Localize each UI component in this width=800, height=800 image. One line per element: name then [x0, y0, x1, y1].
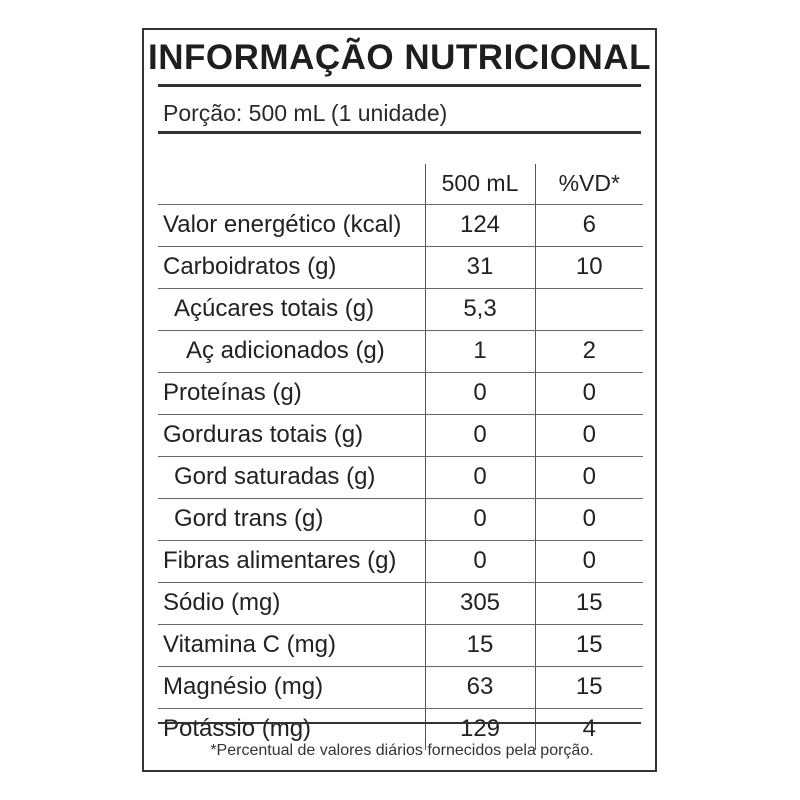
footnote: *Percentual de valores diários fornecido… [210, 742, 594, 759]
nutrient-name: Gorduras totais (g) [158, 414, 426, 457]
title-divider [158, 84, 641, 87]
nutrient-name: Gord saturadas (g) [158, 456, 426, 499]
table-row: Sódio (mg) 305 15 [158, 582, 643, 625]
table-row: Fibras alimentares (g) 0 0 [158, 540, 643, 583]
table-row: Valor energético (kcal) 124 6 [158, 204, 643, 247]
nutrient-amount: 5,3 [425, 288, 536, 331]
nutrition-table: 500 mL %VD* Valor energético (kcal) 124 … [158, 164, 643, 750]
nutrient-amount: 0 [425, 372, 536, 415]
table-row: Gorduras totais (g) 0 0 [158, 414, 643, 457]
nutrient-daily-value: 0 [535, 372, 643, 415]
nutrient-daily-value: 15 [535, 666, 643, 709]
nutrient-name: Carboidratos (g) [158, 246, 426, 289]
table-row: Açúcares totais (g) 5,3 [158, 288, 643, 331]
nutrient-daily-value: 2 [535, 330, 643, 373]
nutrient-amount: 63 [425, 666, 536, 709]
nutrient-name: Aç adicionados (g) [158, 330, 426, 373]
table-row: Potássio (mg) 129 4 [158, 708, 643, 750]
nutrient-daily-value: 10 [535, 246, 643, 289]
table-row: Magnésio (mg) 63 15 [158, 666, 643, 709]
table-row: Carboidratos (g) 31 10 [158, 246, 643, 289]
nutrient-daily-value: 0 [535, 456, 643, 499]
nutrient-daily-value: 15 [535, 624, 643, 667]
nutrient-name: Potássio (mg) [158, 708, 426, 750]
nutrient-name: Valor energético (kcal) [158, 204, 426, 247]
nutrient-daily-value: 15 [535, 582, 643, 625]
footnote-divider [158, 722, 641, 724]
nutrient-amount: 0 [425, 414, 536, 457]
nutrient-amount: 1 [425, 330, 536, 373]
table-row: Gord saturadas (g) 0 0 [158, 456, 643, 499]
nutrient-daily-value: 6 [535, 204, 643, 247]
header-daily-value: %VD* [535, 164, 643, 205]
nutrient-daily-value: 0 [535, 540, 643, 583]
portion-divider [158, 131, 641, 134]
header-nutrient-cell [158, 164, 426, 205]
table-row: Gord trans (g) 0 0 [158, 498, 643, 541]
nutrient-amount: 0 [425, 456, 536, 499]
table-row: Proteínas (g) 0 0 [158, 372, 643, 415]
nutrient-amount: 15 [425, 624, 536, 667]
nutrient-name: Sódio (mg) [158, 582, 426, 625]
nutrient-daily-value: 0 [535, 498, 643, 541]
nutrient-amount: 129 [425, 708, 536, 750]
portion-size: Porção: 500 mL (1 unidade) [163, 100, 448, 126]
nutrient-name: Gord trans (g) [158, 498, 426, 541]
nutrient-name: Fibras alimentares (g) [158, 540, 426, 583]
nutrient-name: Vitamina C (mg) [158, 624, 426, 667]
nutrient-name: Proteínas (g) [158, 372, 426, 415]
nutrition-facts-label: INFORMAÇÃO NUTRICIONAL Porção: 500 mL (1… [142, 28, 657, 772]
nutrient-amount: 31 [425, 246, 536, 289]
nutrient-amount: 305 [425, 582, 536, 625]
nutrient-amount: 0 [425, 540, 536, 583]
nutrient-daily-value: 0 [535, 414, 643, 457]
nutrient-daily-value [535, 288, 643, 331]
table-row: Vitamina C (mg) 15 15 [158, 624, 643, 667]
nutrient-name: Magnésio (mg) [158, 666, 426, 709]
label-title: INFORMAÇÃO NUTRICIONAL [148, 38, 651, 77]
nutrient-amount: 0 [425, 498, 536, 541]
nutrient-amount: 124 [425, 204, 536, 247]
header-amount: 500 mL [425, 164, 536, 205]
table-row: Aç adicionados (g) 1 2 [158, 330, 643, 373]
nutrient-name: Açúcares totais (g) [158, 288, 426, 331]
table-header-row: 500 mL %VD* [158, 164, 643, 205]
